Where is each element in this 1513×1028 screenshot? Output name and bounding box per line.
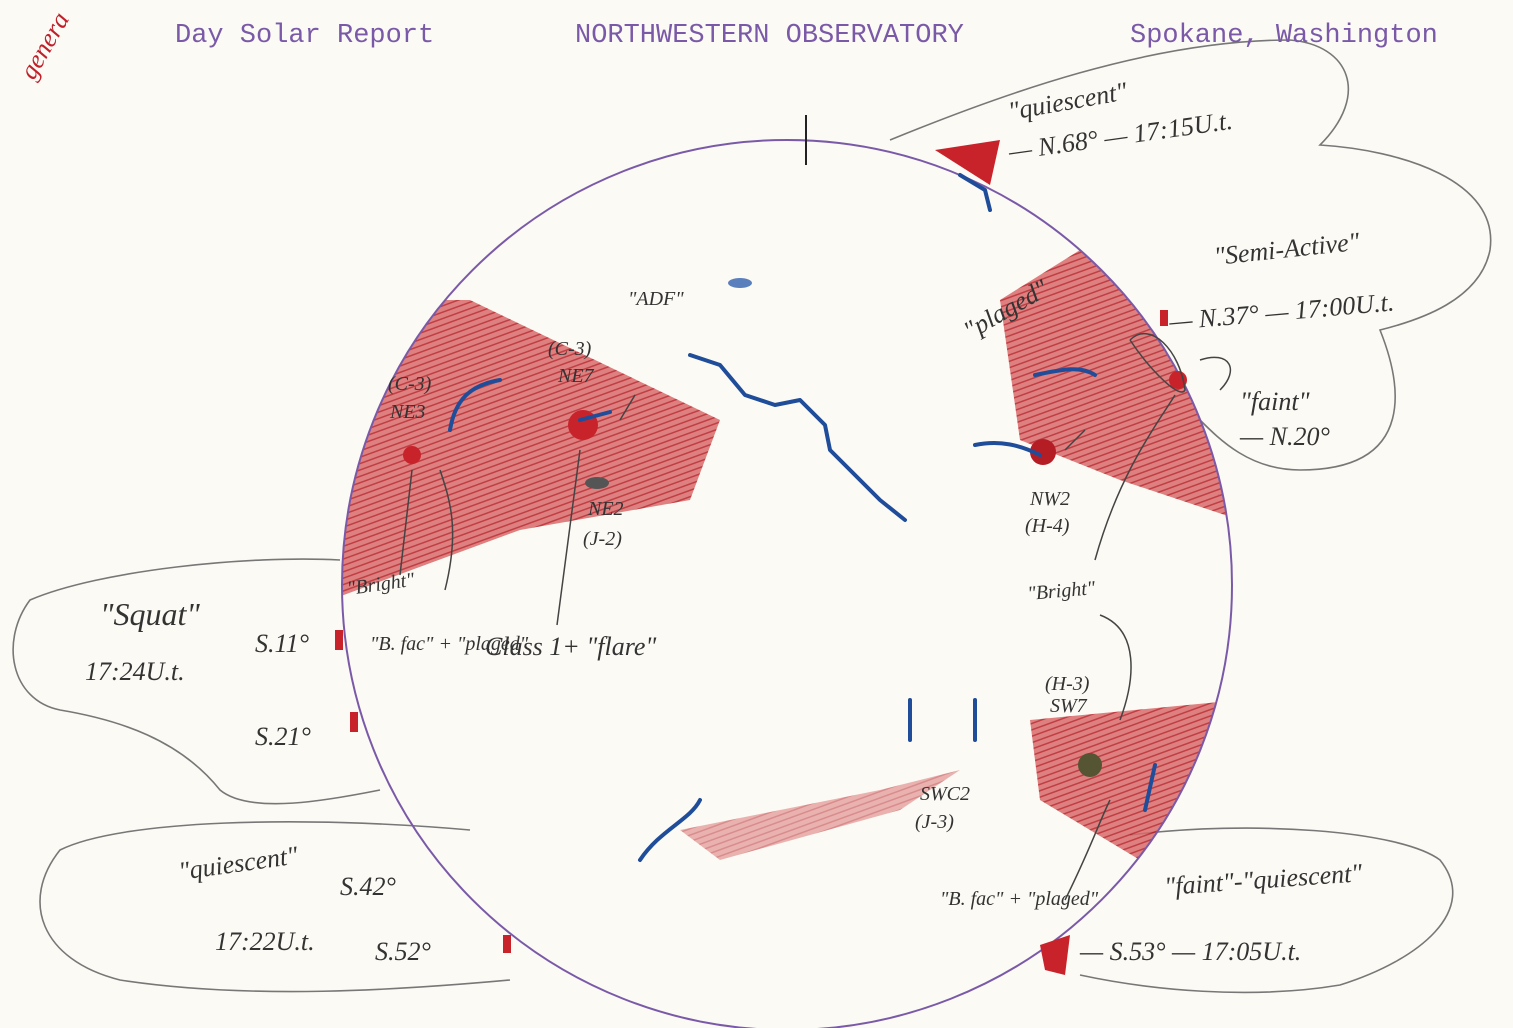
region-label: SW7 xyxy=(1050,695,1088,717)
prominence xyxy=(350,712,358,732)
region-label: SWC2 xyxy=(920,783,970,805)
filament xyxy=(728,278,752,288)
solar-disk xyxy=(341,139,1233,1028)
prominence xyxy=(935,140,1000,185)
prom-lat: S.11° xyxy=(255,629,309,658)
region-label: NE7 xyxy=(557,365,595,387)
prom-time: 17:22U.t. xyxy=(215,927,315,956)
filament xyxy=(578,410,612,422)
cloud-sw xyxy=(39,821,511,993)
spot xyxy=(1078,753,1102,777)
prom-lat: S.42° xyxy=(340,872,396,901)
filament xyxy=(958,173,992,212)
region-class: (H-3) xyxy=(1045,673,1090,695)
spot xyxy=(585,477,609,489)
prom-lat: S.21° xyxy=(255,722,311,751)
prominence xyxy=(503,935,511,953)
spot xyxy=(403,446,421,464)
region-label: NE3 xyxy=(389,401,426,423)
prominence xyxy=(1040,935,1070,975)
spot xyxy=(1030,439,1056,465)
region-label: NE2 xyxy=(587,498,624,520)
region-label: Class 1+ "flare" xyxy=(485,632,656,661)
prominence xyxy=(1160,310,1168,326)
plage-ne xyxy=(342,300,720,600)
header-center: NORTHWESTERN OBSERVATORY xyxy=(575,21,964,51)
filament xyxy=(973,441,1042,457)
prom-time: 17:24U.t. xyxy=(85,657,185,686)
prom-type: "faint" xyxy=(1240,387,1310,416)
filament xyxy=(448,378,502,432)
region-class: (H-4) xyxy=(1025,515,1070,537)
cloud-w xyxy=(12,558,381,805)
prom-lat: S.52° xyxy=(375,937,431,966)
cloud-ne xyxy=(889,39,1492,471)
region-class: (C-3) xyxy=(388,373,432,395)
header-left: Day Solar Report xyxy=(175,21,434,51)
header-right: Spokane, Washington xyxy=(1130,21,1438,51)
region-label: "B. fac" + "plaged" xyxy=(370,633,529,655)
region-class: (J-2) xyxy=(583,528,622,550)
filament xyxy=(1033,367,1097,377)
region-label: "ADF" xyxy=(628,288,684,310)
cloud-se xyxy=(1079,827,1454,994)
prom-line: — N.20° xyxy=(1239,422,1330,451)
region-class: (J-3) xyxy=(915,811,954,833)
prom-type: "Squat" xyxy=(100,596,200,632)
filament xyxy=(688,353,907,522)
prominence xyxy=(335,630,343,650)
region-class: (C-3) xyxy=(548,338,592,360)
pointer xyxy=(399,333,1231,901)
prom-line: — S.53° — 17:05U.t. xyxy=(1079,937,1301,966)
region-label: "B. fac" + "plaged" xyxy=(940,888,1099,910)
filament xyxy=(908,698,977,742)
filament xyxy=(1143,763,1157,812)
filament xyxy=(638,798,702,862)
region-label: NW2 xyxy=(1029,488,1070,510)
plage-center xyxy=(680,770,960,860)
